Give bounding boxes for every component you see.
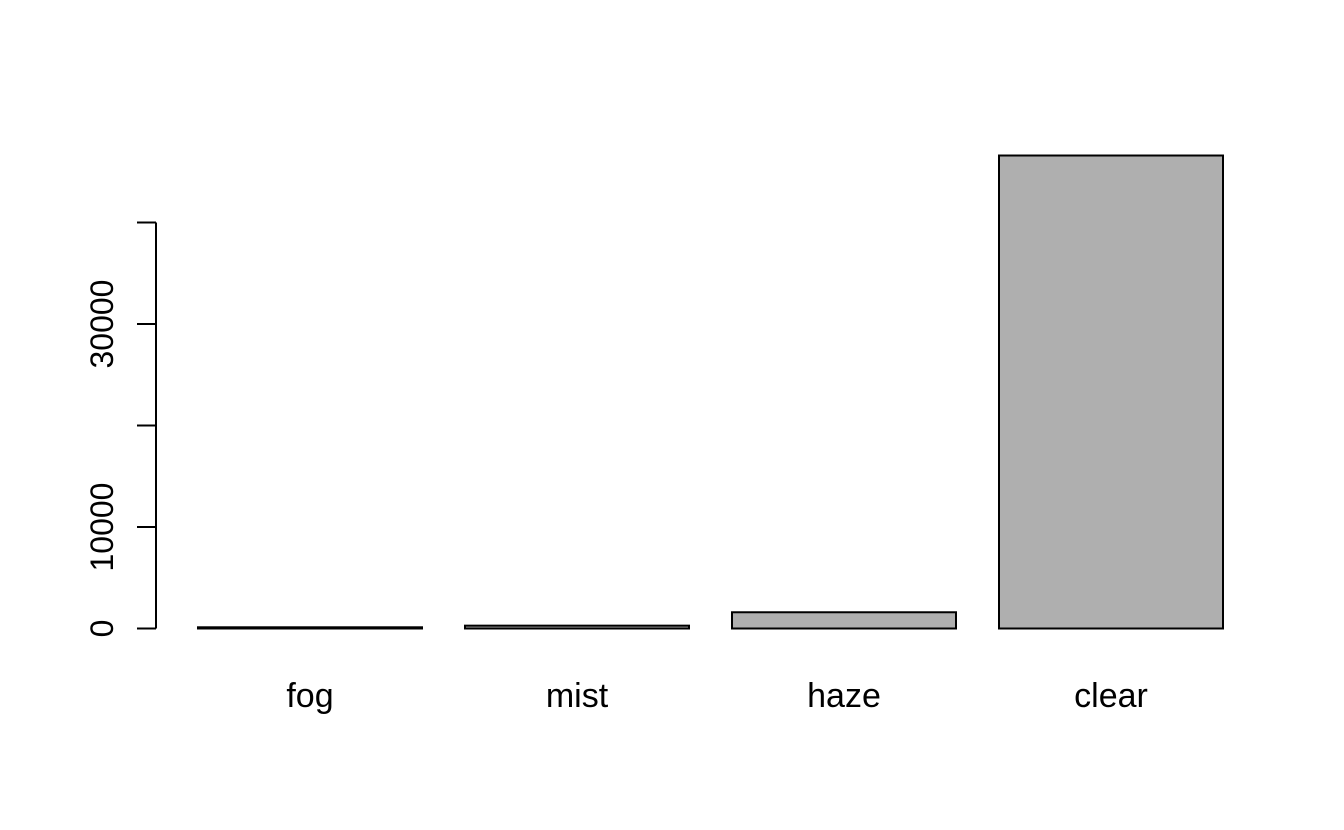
x-axis-label-fog: fog xyxy=(286,677,333,715)
y-axis-tick-label: 10000 xyxy=(84,483,120,572)
x-axis-label-haze: haze xyxy=(807,677,881,715)
bar-clear xyxy=(998,154,1224,630)
y-axis-tick-label: 0 xyxy=(84,620,120,638)
x-axis-label-mist: mist xyxy=(546,677,609,715)
bar-mist xyxy=(464,624,690,630)
x-axis-label-clear: clear xyxy=(1074,677,1148,715)
bar-haze xyxy=(731,611,957,630)
bar-fog xyxy=(197,626,423,630)
y-axis-tick-label: 30000 xyxy=(84,280,120,369)
